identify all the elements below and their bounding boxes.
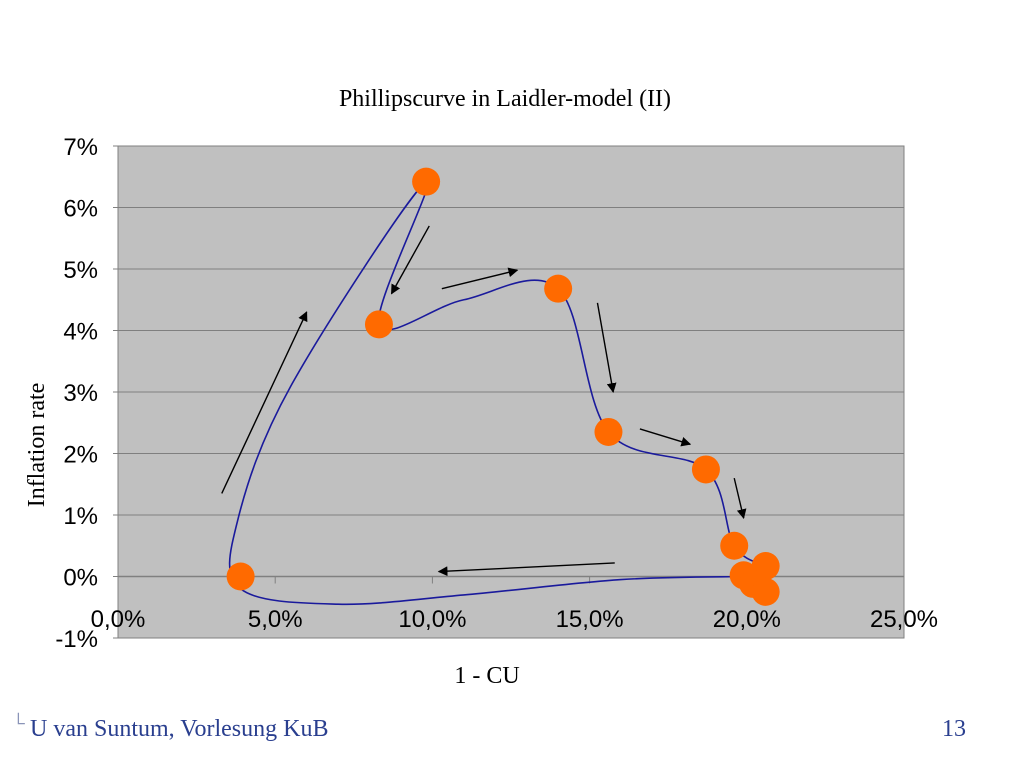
y-tick-label: 2% bbox=[63, 442, 98, 469]
direction-arrow bbox=[221, 311, 308, 494]
y-tick-label: 0% bbox=[63, 565, 98, 592]
data-point bbox=[594, 417, 623, 446]
x-tick-label: 10,0% bbox=[398, 606, 466, 633]
x-axis-label: 1 - CU bbox=[454, 663, 519, 689]
direction-arrow bbox=[390, 225, 430, 295]
chart-title: Phillipscurve in Laidler-model (II) bbox=[339, 86, 671, 112]
data-point bbox=[364, 310, 393, 339]
y-tick-label: 1% bbox=[63, 503, 98, 530]
curve-layer bbox=[228, 180, 767, 606]
direction-arrow bbox=[639, 428, 692, 447]
data-point bbox=[412, 167, 441, 196]
direction-arrow bbox=[437, 562, 615, 577]
y-tick-label: 3% bbox=[63, 380, 98, 407]
y-tick-label: 4% bbox=[63, 319, 98, 346]
phillips-curve bbox=[228, 180, 767, 606]
tick-labels: -1% 0% 1% 2% 3% 4% 5% 6% 7% 0,0% 5,0% 10,0% 15,0% 20,… bbox=[55, 134, 938, 653]
arrow-layer bbox=[221, 225, 747, 577]
footer-author: U van Suntum, Vorlesung KuB bbox=[30, 716, 329, 742]
x-tick-label: 25,0% bbox=[870, 606, 938, 633]
y-axis-label: Inflation rate bbox=[24, 383, 50, 508]
data-point bbox=[720, 531, 749, 560]
direction-arrow bbox=[733, 477, 747, 520]
x-tick-label: 20,0% bbox=[713, 606, 781, 633]
footer-mark: └ bbox=[12, 713, 25, 733]
data-point bbox=[691, 455, 720, 484]
x-tick-label: 0,0% bbox=[91, 606, 146, 633]
direction-arrow bbox=[596, 302, 617, 393]
x-tick-label: 5,0% bbox=[248, 606, 303, 633]
point-layer bbox=[226, 167, 780, 606]
data-point bbox=[226, 562, 255, 591]
x-tick-label: 15,0% bbox=[556, 606, 624, 633]
direction-arrow bbox=[441, 267, 519, 290]
data-point bbox=[751, 577, 780, 606]
y-tick-label: -1% bbox=[55, 626, 98, 653]
data-point bbox=[544, 274, 573, 303]
y-tick-label: 5% bbox=[63, 257, 98, 284]
y-tick-label: 6% bbox=[63, 196, 98, 223]
page-number: 13 bbox=[942, 716, 966, 742]
y-tick-label: 7% bbox=[63, 134, 98, 161]
